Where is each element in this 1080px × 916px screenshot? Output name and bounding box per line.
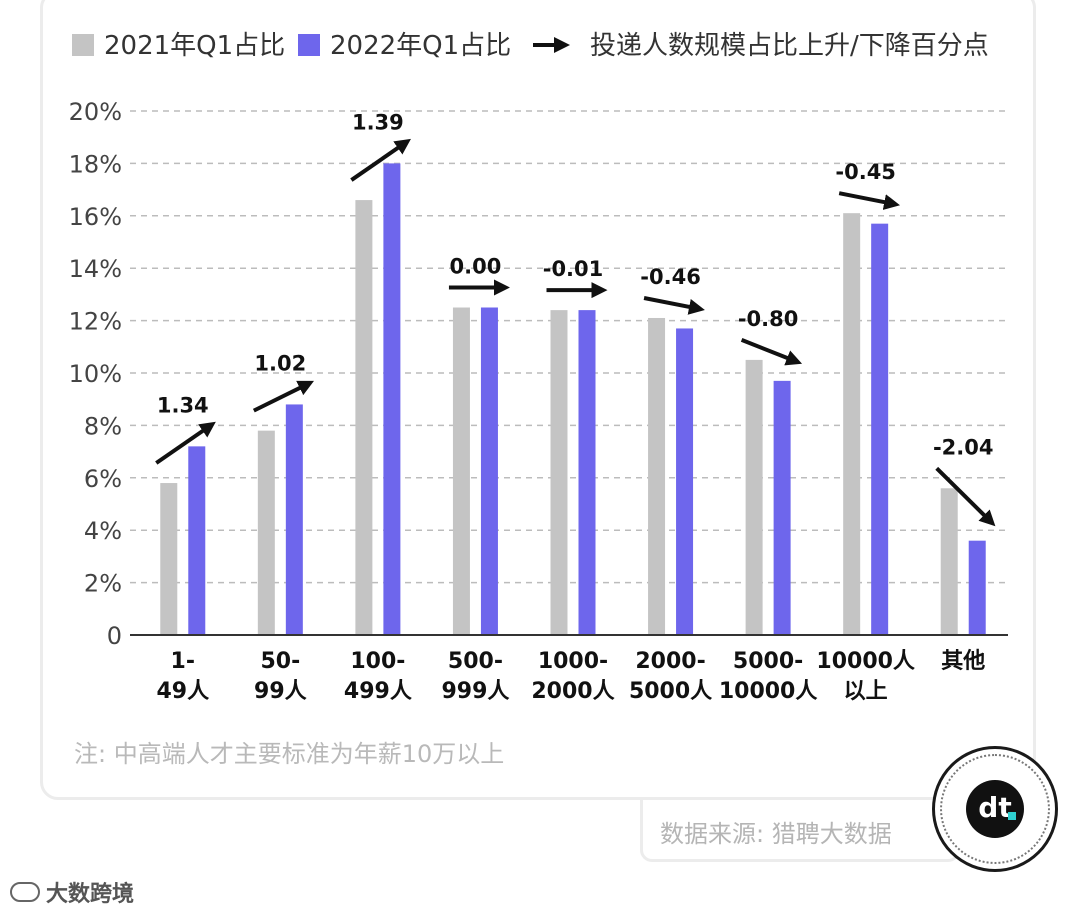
legend: 2021年Q1占比 2022年Q1占比 投递人数规模占比上升/下降百分点	[72, 31, 989, 61]
legend-swatch-2021	[72, 34, 94, 56]
y-tick-label: 2%	[84, 570, 122, 598]
y-tick-label: 16%	[69, 203, 122, 231]
bar-2022	[480, 307, 498, 635]
change-arrow-icon	[155, 421, 216, 465]
change-arrow-icon	[252, 380, 315, 413]
change-label: -0.01	[543, 257, 604, 281]
grid	[130, 110, 1008, 584]
x-axis-categories: 1- 49人 50- 99人 100- 499人 500- 999人 1000- 2000人 200…	[156, 649, 985, 704]
bar-2021	[550, 310, 568, 635]
change-label: 1.39	[352, 110, 404, 134]
x-category-label: 500-	[448, 649, 503, 674]
x-category-label: 2000-	[635, 649, 705, 674]
bar-2022	[285, 404, 303, 635]
brand-icon	[10, 882, 40, 902]
x-category-label: 5000人	[629, 679, 712, 704]
brand-watermark: 大数跨境	[10, 876, 134, 908]
bar-2021	[452, 307, 470, 635]
change-arrows	[155, 138, 996, 527]
bar-2022	[676, 328, 694, 635]
x-category-label: 1000-	[538, 649, 608, 674]
legend-label-2021: 2021年Q1占比	[104, 31, 285, 61]
x-category-label: 其他	[941, 649, 985, 674]
bar-2021	[648, 317, 666, 635]
x-category-label: 1-	[171, 649, 195, 674]
bar-2021	[257, 430, 275, 635]
change-label: 1.02	[254, 351, 306, 375]
change-label: -0.46	[640, 265, 701, 289]
y-tick-label: 20%	[69, 98, 122, 126]
y-tick-label: 18%	[69, 150, 122, 178]
bar-2022	[968, 540, 986, 635]
bar-2021	[843, 213, 861, 635]
footnote: 注: 中高端人才主要标准为年薪10万以上	[74, 740, 504, 768]
change-label: -2.04	[933, 435, 994, 459]
data-source: 数据来源: 猎聘大数据	[660, 820, 892, 848]
x-category-label: 2000人	[531, 679, 614, 704]
y-tick-label: 14%	[69, 255, 122, 283]
bar-chart: 2021年Q1占比 2022年Q1占比 投递人数规模占比上升/下降百分点 0 2%…	[69, 31, 1008, 768]
legend-swatch-2022	[298, 34, 320, 56]
dt-logo-accent	[1008, 812, 1016, 820]
y-tick-label: 0	[107, 622, 122, 650]
y-tick-label: 10%	[69, 360, 122, 388]
bar-2022	[773, 380, 791, 635]
bar-2021	[940, 488, 958, 635]
change-label: 0.00	[450, 255, 502, 279]
legend-label-arrow: 投递人数规模占比上升/下降百分点	[590, 31, 989, 61]
change-labels: 1.34 1.02 1.39 0.00 -0.01 -0.46 -0.80 -0.45 -2.0…	[157, 110, 994, 459]
change-label: -0.80	[738, 307, 799, 331]
x-category-label: 以上	[844, 679, 888, 704]
bar-2022	[871, 223, 889, 635]
change-arrow-icon	[350, 138, 411, 182]
y-axis-ticks: 0 2% 4% 6% 8% 10% 12% 14% 16% 18% 20%	[69, 98, 122, 650]
change-label: 1.34	[157, 393, 209, 417]
x-category-label: 10000人	[816, 649, 915, 674]
x-category-label: 100-	[350, 649, 405, 674]
brand-name: 大数跨境	[46, 882, 135, 907]
change-arrow-icon	[643, 296, 705, 315]
bar-2022	[383, 163, 401, 635]
dt-logo-dotted-ring	[940, 754, 1050, 864]
y-tick-label: 4%	[84, 517, 122, 545]
x-category-label: 50-	[260, 649, 300, 674]
y-tick-label: 12%	[69, 308, 122, 336]
change-arrow-icon	[838, 191, 901, 210]
x-category-label: 49人	[156, 679, 209, 704]
bar-2021	[745, 359, 763, 635]
bar-2021	[355, 200, 373, 635]
x-category-label: 499人	[344, 679, 412, 704]
change-arrow-icon	[740, 338, 803, 366]
x-category-label: 5000-	[733, 649, 803, 674]
x-category-label: 99人	[254, 679, 307, 704]
y-tick-label: 8%	[84, 412, 122, 440]
change-label: -0.45	[835, 160, 896, 184]
x-category-label: 999人	[441, 679, 509, 704]
y-tick-label: 6%	[84, 465, 122, 493]
bar-2022	[578, 310, 596, 635]
dt-logo-icon: dt	[966, 780, 1024, 838]
bar-2022	[188, 446, 206, 635]
legend-label-2022: 2022年Q1占比	[330, 31, 511, 61]
source-box	[640, 800, 960, 862]
bar-2021	[160, 483, 178, 635]
change-arrow-icon	[935, 466, 996, 527]
bars	[160, 163, 986, 635]
chart-card	[40, 0, 1036, 800]
x-category-label: 10000人	[719, 679, 818, 704]
